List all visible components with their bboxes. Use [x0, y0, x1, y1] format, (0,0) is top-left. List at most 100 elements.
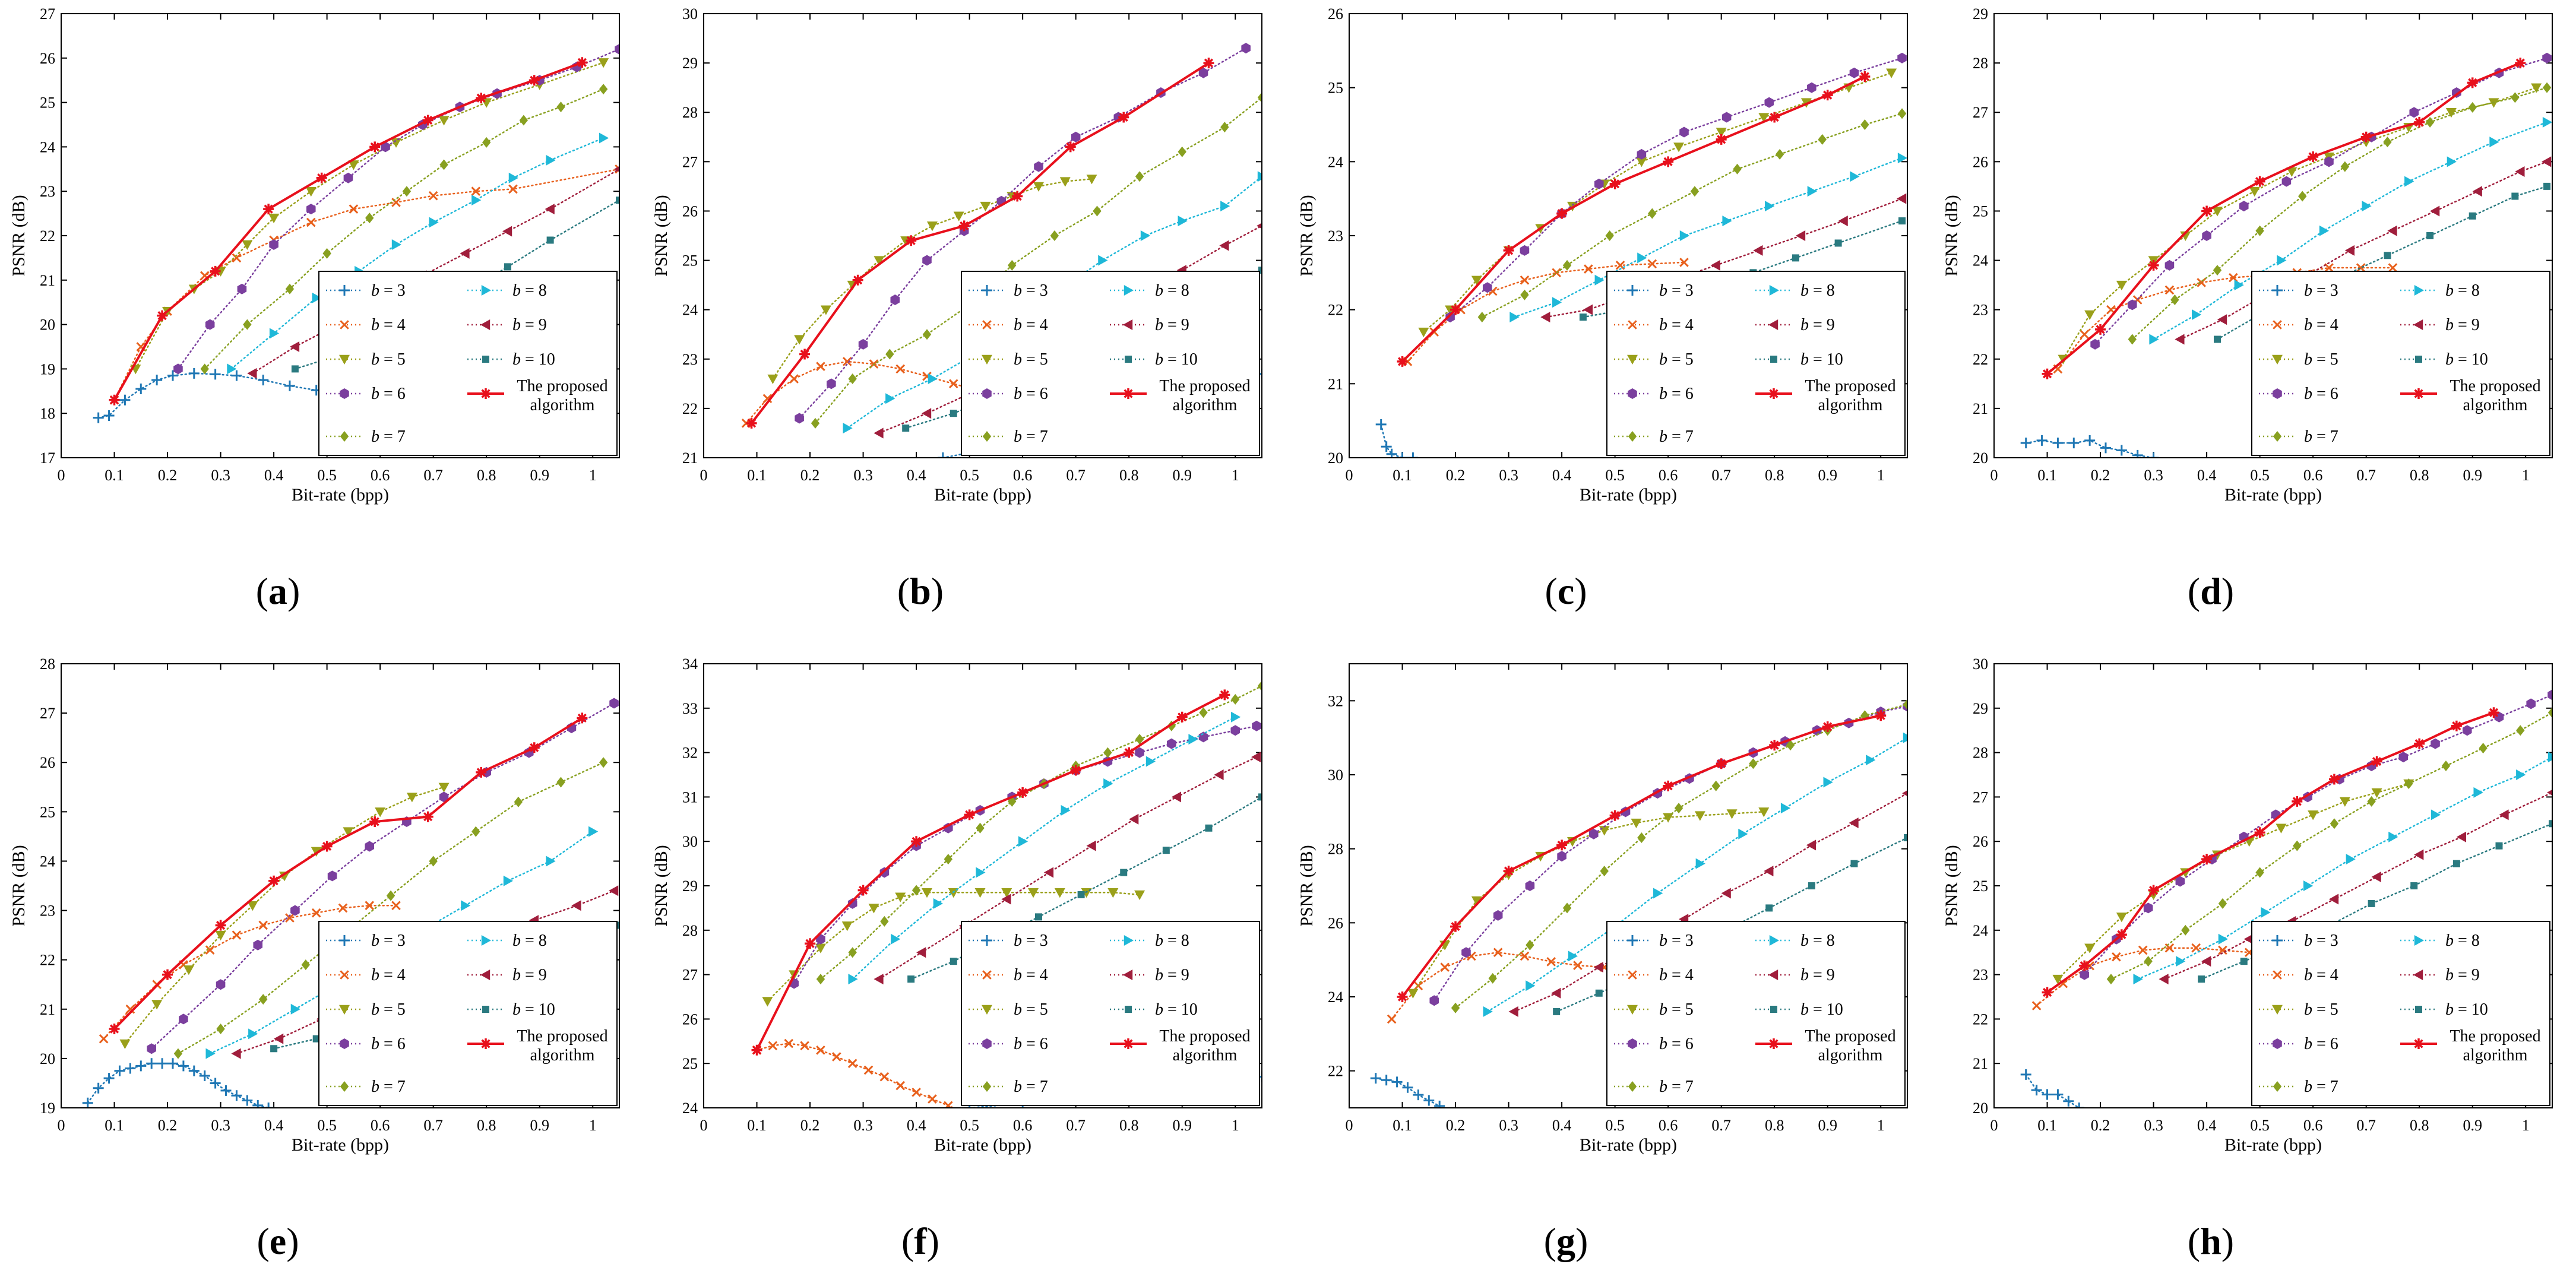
data-point-proposed: [2328, 774, 2340, 785]
data-point-b=5: [2445, 108, 2457, 118]
subplot-label: (b): [897, 570, 944, 612]
data-point-b=7: [1477, 312, 1487, 323]
data-point-b=10: [1077, 891, 1085, 898]
data-point-b=5: [841, 921, 853, 932]
data-point-b=5: [1107, 888, 1119, 898]
x-tick-label: 0.3: [211, 1117, 230, 1134]
data-point-b=8: [1231, 711, 1241, 723]
subplot-letter: f: [914, 1220, 927, 1262]
data-point-proposed: [805, 938, 816, 949]
legend-val: = 6: [2312, 385, 2338, 403]
legend-var: b: [2304, 350, 2312, 369]
data-point-proposed: [2095, 324, 2106, 335]
data-point-b=7: [1526, 939, 1534, 951]
legend-val: = 9: [1163, 316, 1189, 334]
legend-marker-proposed: [2413, 388, 2424, 399]
x-tick-label: 0.7: [423, 467, 443, 484]
series-line-proposed: [1401, 75, 1866, 363]
x-tick-label: 0.2: [2091, 1117, 2110, 1134]
legend-label: b = 7: [2304, 1078, 2338, 1096]
y-tick-label: 23: [1973, 302, 1988, 319]
data-point-b=5: [1418, 327, 1429, 338]
legend-marker-b=3: [2272, 935, 2283, 946]
legend-val: = 5: [379, 350, 406, 369]
data-point-proposed: [2042, 368, 2053, 379]
data-point-b=9: [2387, 225, 2397, 236]
data-point-b=4: [768, 1041, 778, 1051]
series-line-b=8: [230, 137, 605, 370]
legend-var: b: [1155, 316, 1163, 334]
data-point-b=8: [1695, 858, 1705, 869]
data-point-b=8: [1765, 201, 1775, 212]
data-point-b=7: [1860, 119, 1869, 130]
data-point-b=6: [343, 172, 353, 183]
data-point-b=4: [1387, 1014, 1397, 1024]
y-tick-label: 29: [1973, 700, 1988, 717]
x-tick-label: 1: [1232, 467, 1239, 484]
data-point-b=3: [1407, 452, 1419, 458]
legend-val: = 3: [2312, 281, 2338, 300]
legend-val: = 7: [379, 1078, 406, 1096]
legend-marker-b=10: [1770, 1006, 1777, 1013]
data-point-b=8: [461, 900, 471, 911]
legend-var: b: [2445, 966, 2454, 984]
data-point-b=5: [820, 305, 831, 315]
legend-val: = 9: [1809, 966, 1835, 984]
series-line-b=5: [1423, 72, 1893, 333]
legend-val: = 9: [2454, 966, 2480, 984]
data-point-b=10: [2384, 252, 2391, 259]
data-point-b=7: [2479, 743, 2488, 754]
legend-marker-proposed: [1123, 1038, 1134, 1049]
legend-box: [2251, 921, 2550, 1106]
data-point-b=4: [863, 1065, 874, 1075]
legend-var: b: [1659, 385, 1667, 403]
data-point-b=3: [1381, 441, 1392, 452]
legend-marker-proposed: [1768, 388, 1779, 399]
plot-area: [2020, 689, 2552, 1108]
data-point-b=5: [305, 187, 317, 197]
data-point-b=5: [980, 201, 991, 212]
legend-label: algorithm: [2463, 1046, 2528, 1065]
data-point-b=6: [890, 294, 900, 306]
y-tick-label: 30: [1328, 766, 1343, 784]
data-point-proposed: [958, 220, 970, 232]
legend-val: = 10: [521, 1000, 555, 1019]
data-point-proposed: [369, 816, 381, 827]
series-line-b=7: [1481, 113, 1903, 318]
y-tick-label: 22: [40, 227, 55, 245]
x-tick-label: 0.6: [1013, 467, 1033, 484]
data-point-proposed: [1065, 141, 1076, 153]
legend-var: b: [1014, 1000, 1022, 1019]
legend-val: = 8: [1809, 281, 1835, 300]
data-point-proposed: [2201, 205, 2213, 217]
x-axis-label: Bit-rate (bpp): [2224, 485, 2322, 505]
y-axis-label: PSNR (dB): [1942, 195, 1961, 277]
legend-var: b: [2445, 932, 2454, 950]
y-tick-label: 22: [1328, 1063, 1343, 1080]
legend-marker-b=7: [1628, 431, 1637, 442]
data-point-b=7: [258, 994, 268, 1005]
subplot-g: 0 0.1 0.2 0.3 0.4 0.5 0.6 0.7 0.8 0.9 1 22 24 26 28 30 3…: [1297, 663, 1908, 1262]
legend-marker-b=7: [340, 1081, 349, 1092]
legend-box: [961, 271, 1260, 456]
legend-marker-b=8: [1124, 285, 1134, 296]
data-point-b=5: [2339, 797, 2350, 807]
x-tick-label: 0.9: [530, 1117, 549, 1134]
legend-marker-b=7: [982, 1081, 992, 1092]
data-point-b=9: [289, 341, 300, 352]
legend-marker-proposed: [2413, 1038, 2424, 1049]
x-tick-label: 0.5: [960, 467, 979, 484]
data-point-b=8: [1594, 274, 1605, 286]
data-point-b=4: [816, 1045, 825, 1055]
legend-marker-b=6: [340, 388, 349, 399]
subplot-letter: d: [2200, 570, 2221, 612]
legend-val: = 9: [2454, 316, 2480, 334]
data-point-b=10: [1808, 882, 1815, 889]
y-tick-label: 25: [682, 252, 698, 270]
data-point-b=6: [1637, 148, 1647, 160]
x-tick-label: 0.9: [2463, 1117, 2482, 1134]
x-tick-label: 0.7: [423, 1117, 443, 1134]
data-point-b=6: [2239, 201, 2249, 212]
data-point-b=3: [2100, 442, 2111, 454]
x-tick-label: 0.1: [1393, 1117, 1412, 1134]
